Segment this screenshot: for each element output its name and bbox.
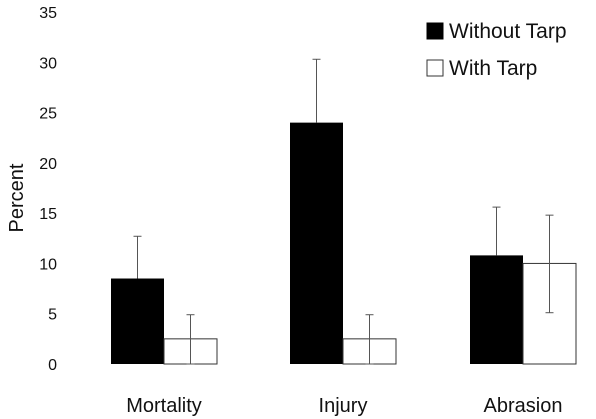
error-bars <box>133 58 554 365</box>
bar-without-tarp <box>470 255 523 364</box>
bars <box>111 122 577 365</box>
y-tick-label: 0 <box>48 357 57 374</box>
y-tick-label: 25 <box>39 106 57 123</box>
y-tick-label: 5 <box>48 307 57 324</box>
y-tick-label: 10 <box>39 256 57 273</box>
legend: Without Tarp With Tarp <box>426 20 567 80</box>
category-label: Injury <box>319 395 368 417</box>
y-tick-label: 30 <box>39 55 57 72</box>
bar-without-tarp <box>290 122 343 364</box>
x-axis-categories: Mortality Injury Abrasion <box>126 395 562 417</box>
y-axis-label: Percent <box>6 163 28 232</box>
bar-without-tarp <box>111 278 164 364</box>
y-tick-label: 20 <box>39 156 57 173</box>
y-tick-label: 15 <box>39 206 57 223</box>
y-tick-label: 35 <box>39 5 57 22</box>
y-axis-ticks: 0 5 10 15 20 25 30 35 <box>39 5 57 374</box>
category-label: Abrasion <box>484 395 563 417</box>
legend-label: Without Tarp <box>449 20 567 43</box>
legend-label: With Tarp <box>449 57 537 80</box>
legend-swatch-without-tarp <box>426 22 444 40</box>
legend-swatch-with-tarp <box>426 59 444 77</box>
category-label: Mortality <box>126 395 202 417</box>
